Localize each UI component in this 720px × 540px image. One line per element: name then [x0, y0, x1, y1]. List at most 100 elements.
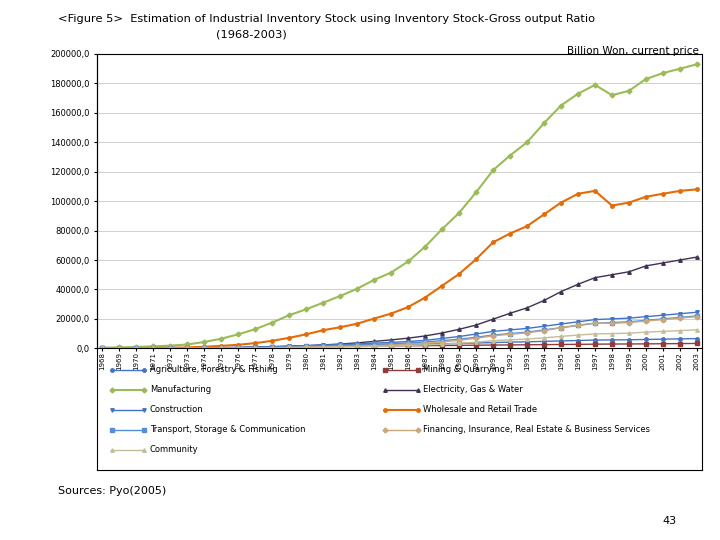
Construction	[98, 345, 107, 352]
Community	[387, 343, 395, 349]
Mining & Quarrying	[404, 342, 413, 349]
Agriculture, Forestry & Fishing	[590, 337, 599, 343]
Agriculture, Forestry & Fishing	[455, 340, 464, 347]
Transport, Storage & Communication	[574, 322, 582, 329]
Financing, Insurance, Real Estate & Business Services	[132, 345, 140, 352]
Community	[590, 330, 599, 337]
Electricity, Gas & Water	[540, 297, 549, 303]
Text: Transport, Storage & Communication: Transport, Storage & Communication	[150, 426, 305, 434]
Transport, Storage & Communication	[625, 319, 634, 325]
Text: Manufacturing: Manufacturing	[150, 386, 211, 394]
Electricity, Gas & Water	[98, 345, 107, 352]
Construction	[319, 342, 328, 348]
Mining & Quarrying	[336, 343, 344, 349]
Agriculture, Forestry & Fishing	[574, 338, 582, 344]
Community	[132, 345, 140, 352]
Financing, Insurance, Real Estate & Business Services	[590, 320, 599, 326]
Electricity, Gas & Water	[590, 274, 599, 281]
Line: Community: Community	[101, 328, 698, 350]
Financing, Insurance, Real Estate & Business Services	[404, 341, 413, 348]
Agriculture, Forestry & Fishing	[387, 341, 395, 348]
Electricity, Gas & Water	[404, 335, 413, 341]
Transport, Storage & Communication	[217, 345, 225, 351]
Manufacturing	[166, 342, 174, 349]
Transport, Storage & Communication	[115, 345, 124, 352]
Manufacturing	[455, 210, 464, 216]
Manufacturing	[404, 258, 413, 265]
Community	[574, 332, 582, 339]
Agriculture, Forestry & Fishing	[625, 336, 634, 343]
Mining & Quarrying	[370, 343, 379, 349]
Mining & Quarrying	[590, 341, 599, 347]
Manufacturing	[659, 70, 667, 76]
Manufacturing	[540, 120, 549, 126]
Transport, Storage & Communication	[251, 345, 259, 351]
Mining & Quarrying	[608, 341, 616, 347]
Line: Transport, Storage & Communication: Transport, Storage & Communication	[101, 314, 698, 350]
Electricity, Gas & Water	[693, 254, 701, 260]
Text: <Figure 5>  Estimation of Industrial Inventory Stock using Inventory Stock-Gross: <Figure 5> Estimation of Industrial Inve…	[58, 14, 595, 24]
Agriculture, Forestry & Fishing	[540, 338, 549, 345]
Agriculture, Forestry & Fishing	[557, 338, 565, 344]
Mining & Quarrying	[642, 341, 650, 347]
Transport, Storage & Communication	[420, 339, 429, 345]
Construction	[404, 338, 413, 345]
Construction	[557, 321, 565, 327]
Electricity, Gas & Water	[557, 288, 565, 295]
Construction	[523, 325, 531, 332]
Wholesale and Retail Trade	[625, 199, 634, 206]
Wholesale and Retail Trade	[438, 282, 446, 289]
Transport, Storage & Communication	[438, 338, 446, 344]
Electricity, Gas & Water	[200, 345, 209, 352]
Community	[659, 328, 667, 335]
Agriculture, Forestry & Fishing	[438, 341, 446, 347]
Mining & Quarrying	[420, 342, 429, 349]
Community	[268, 345, 276, 351]
Financing, Insurance, Real Estate & Business Services	[505, 331, 514, 338]
Transport, Storage & Communication	[523, 329, 531, 335]
Financing, Insurance, Real Estate & Business Services	[183, 345, 192, 352]
Wholesale and Retail Trade	[489, 239, 498, 246]
Manufacturing	[183, 341, 192, 348]
Construction	[625, 315, 634, 321]
Mining & Quarrying	[132, 345, 140, 352]
Financing, Insurance, Real Estate & Business Services	[675, 315, 684, 321]
Transport, Storage & Communication	[149, 345, 158, 352]
Wholesale and Retail Trade	[387, 310, 395, 317]
Agriculture, Forestry & Fishing	[183, 345, 192, 351]
Mining & Quarrying	[183, 345, 192, 352]
Agriculture, Forestry & Fishing	[675, 336, 684, 342]
Construction	[505, 327, 514, 333]
Community	[489, 338, 498, 344]
Community	[675, 327, 684, 334]
Mining & Quarrying	[693, 340, 701, 347]
Financing, Insurance, Real Estate & Business Services	[353, 343, 361, 349]
Wholesale and Retail Trade	[420, 294, 429, 301]
Manufacturing	[420, 244, 429, 250]
Wholesale and Retail Trade	[234, 341, 243, 348]
Manufacturing	[268, 319, 276, 326]
Manufacturing	[625, 87, 634, 94]
Agriculture, Forestry & Fishing	[268, 343, 276, 350]
Transport, Storage & Communication	[132, 345, 140, 352]
Electricity, Gas & Water	[370, 338, 379, 345]
Transport, Storage & Communication	[353, 342, 361, 348]
Wholesale and Retail Trade	[472, 256, 480, 262]
Construction	[693, 309, 701, 315]
Manufacturing	[336, 293, 344, 299]
Transport, Storage & Communication	[302, 343, 310, 349]
Text: Wholesale and Retail Trade: Wholesale and Retail Trade	[423, 406, 538, 414]
Mining & Quarrying	[149, 345, 158, 352]
Mining & Quarrying	[115, 345, 124, 352]
Electricity, Gas & Water	[523, 305, 531, 311]
Mining & Quarrying	[319, 343, 328, 349]
Transport, Storage & Communication	[336, 342, 344, 349]
Financing, Insurance, Real Estate & Business Services	[642, 318, 650, 325]
Electricity, Gas & Water	[505, 310, 514, 316]
Mining & Quarrying	[625, 341, 634, 347]
Agriculture, Forestry & Fishing	[404, 341, 413, 348]
Construction	[234, 345, 243, 351]
Financing, Insurance, Real Estate & Business Services	[540, 327, 549, 334]
Construction	[455, 333, 464, 340]
Electricity, Gas & Water	[183, 345, 192, 352]
